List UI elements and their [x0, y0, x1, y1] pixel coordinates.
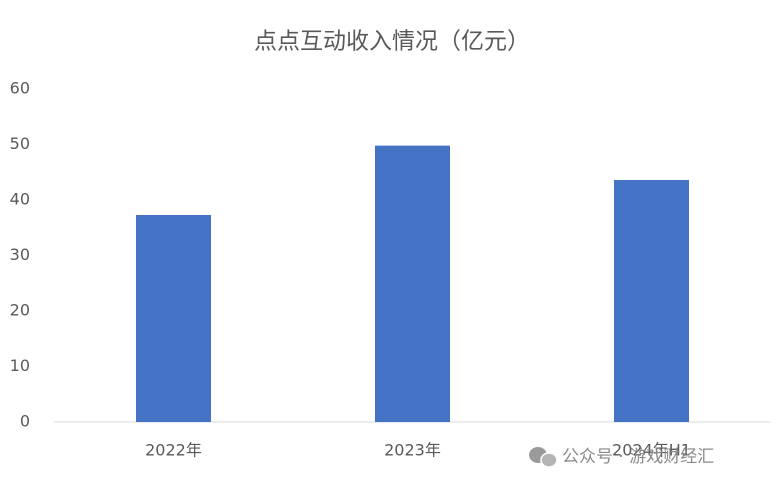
y-tick-label: 40 [10, 190, 30, 209]
y-tick-label: 20 [10, 301, 30, 320]
y-tick-label: 10 [10, 356, 30, 375]
chart-title: 点点互动收入情况（亿元） [254, 29, 530, 55]
bar [136, 214, 211, 422]
y-tick-label: 50 [10, 134, 30, 153]
x-tick-label: 2023年 [384, 441, 441, 460]
watermark-icon [529, 447, 558, 468]
x-tick-label: 2024年H1 [612, 441, 691, 460]
bar [375, 145, 450, 423]
y-tick-label: 0 [20, 412, 30, 431]
bar [614, 180, 689, 422]
watermark: 公众号 · 游戏财经汇 [562, 447, 714, 467]
x-tick-label: 2022年 [145, 441, 202, 460]
y-tick-label: 30 [10, 245, 30, 264]
y-tick-label: 60 [10, 79, 30, 98]
